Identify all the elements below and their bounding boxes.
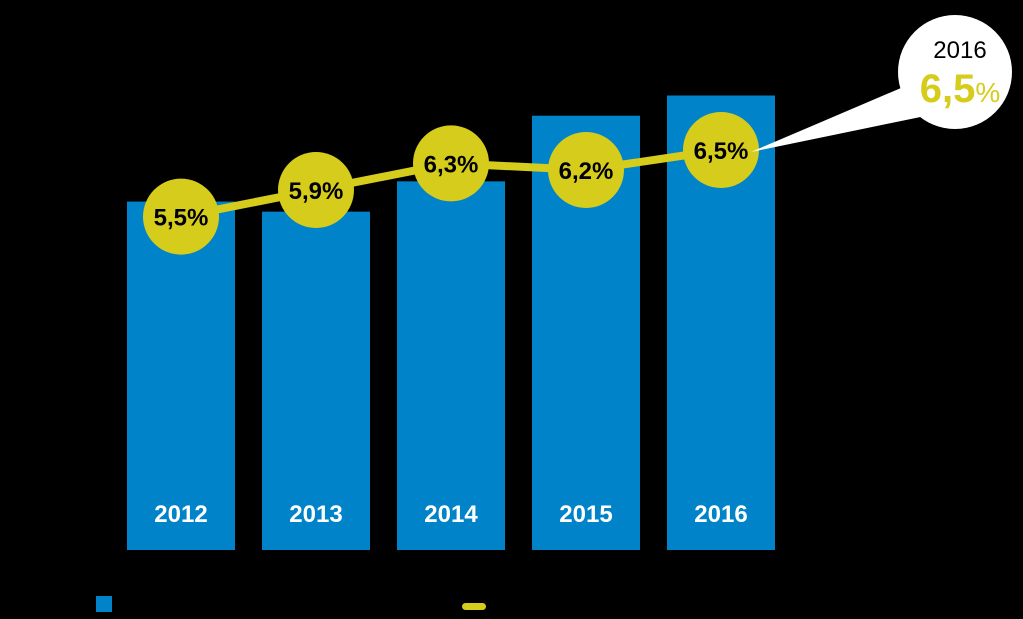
bar-label-2015: 2015 [559, 501, 612, 528]
callout-unit: % [975, 77, 1000, 108]
callout-group: 2016 6,5% [751, 15, 1012, 152]
bar-label-2013: 2013 [289, 501, 342, 528]
line-point-label-2012: 5,5% [154, 205, 209, 232]
legend [96, 596, 486, 612]
line-point-label-2015: 6,2% [559, 158, 614, 185]
line-series-group: 5,5% 5,9% 6,3% 6,2% 6,5% [143, 112, 759, 255]
legend-line-marker [462, 603, 486, 610]
callout-year: 2016 [933, 37, 986, 64]
bar-2013 [262, 211, 370, 550]
line-point-2014 [413, 125, 489, 202]
line-point-label-2014: 6,3% [424, 151, 479, 178]
line-point-2016 [683, 112, 759, 188]
bar-2014 [397, 181, 505, 550]
callout-number: 6,5 [920, 67, 976, 111]
legend-bar-marker [96, 596, 112, 612]
bars-group: 2012 2013 2014 2015 2016 [127, 95, 775, 551]
line-point-label-2016: 6,5% [694, 138, 749, 165]
bar-label-2012: 2012 [154, 501, 207, 528]
line-point-label-2013: 5,9% [289, 178, 344, 205]
bar-2012 [127, 201, 235, 551]
line-point-2013 [278, 152, 354, 228]
line-point-2012 [143, 178, 219, 255]
callout-pointer [751, 82, 935, 152]
bar-label-2016: 2016 [694, 501, 747, 528]
line-point-2015 [548, 132, 624, 208]
bar-label-2014: 2014 [424, 501, 478, 528]
callout-circle [898, 15, 1012, 129]
callout-value: 6,5% [920, 67, 1001, 111]
